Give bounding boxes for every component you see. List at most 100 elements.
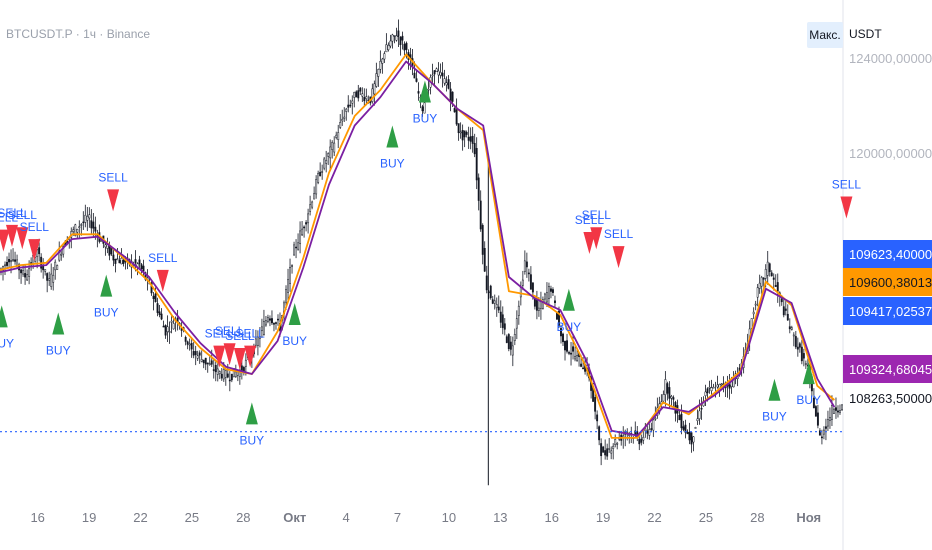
candle [60, 250, 63, 261]
candle [770, 270, 773, 277]
candle [164, 324, 167, 339]
candle [192, 342, 195, 359]
candle [835, 397, 837, 419]
x-tick-label: 19 [82, 510, 96, 525]
candle [814, 404, 817, 417]
candle [445, 76, 448, 92]
candle [260, 318, 263, 338]
candle [224, 367, 227, 386]
sell-signal: SELL [98, 170, 128, 212]
candle [170, 314, 173, 334]
candle [258, 326, 261, 348]
candle [459, 122, 462, 139]
candle [469, 127, 472, 150]
candle [816, 404, 819, 429]
candle [116, 248, 119, 261]
candle [267, 314, 269, 324]
candle [485, 265, 488, 294]
candle [399, 36, 402, 56]
candle [160, 308, 163, 321]
candle [138, 255, 141, 268]
candle [319, 162, 322, 177]
candle [788, 318, 791, 334]
candle [552, 287, 554, 296]
sell-signal: SELL [832, 177, 861, 219]
candle [479, 190, 482, 232]
candle [692, 436, 695, 452]
sell-signal: SELL [20, 220, 49, 262]
candle [511, 336, 514, 367]
buy-signal: BUY [94, 274, 119, 320]
candle [562, 332, 564, 346]
candle [158, 304, 161, 318]
candle [323, 156, 326, 171]
candle [112, 250, 115, 267]
candle [441, 62, 444, 88]
candle [640, 434, 643, 446]
price-area[interactable] [0, 0, 844, 550]
candle [329, 139, 332, 170]
candle [417, 82, 420, 101]
candle [596, 410, 599, 430]
candle [54, 259, 57, 280]
price-label: 109324,680456 [843, 355, 932, 383]
candle [483, 241, 486, 273]
candle [513, 328, 516, 346]
signal-label: SELL [215, 324, 245, 338]
candle [471, 127, 474, 153]
candle [712, 383, 715, 389]
candle [652, 418, 655, 438]
candle [297, 233, 300, 251]
candle [602, 445, 605, 453]
candle [826, 410, 829, 431]
candle [610, 446, 613, 460]
signal-label: SELL [98, 170, 128, 184]
candle [6, 256, 8, 269]
candle [262, 309, 265, 336]
candle [489, 284, 492, 300]
x-tick-label: 10 [442, 510, 456, 525]
candle [26, 269, 29, 282]
candle [156, 297, 159, 317]
signal-label: SELL [205, 327, 235, 341]
candle [275, 321, 277, 330]
signal-label: SELL [235, 327, 265, 341]
candle [84, 204, 87, 228]
candle [467, 126, 470, 149]
axes: 16 19 22 25 28 Окт 4 7 10 13 16 19 22 25 28 Ноя [30, 510, 821, 525]
candle [44, 269, 47, 276]
candle [339, 114, 342, 130]
candle [347, 95, 350, 113]
candle [824, 418, 827, 441]
candle [401, 31, 404, 50]
candle [373, 80, 376, 106]
candle [12, 248, 14, 263]
candle [331, 140, 334, 159]
candle [754, 300, 757, 311]
signal-label: BUY [557, 320, 582, 334]
candle [794, 330, 797, 350]
candle [381, 57, 384, 74]
candle [353, 91, 356, 108]
scale-mode-button[interactable]: Макс. [807, 22, 843, 48]
plot-background[interactable] [0, 0, 843, 550]
candle [271, 310, 273, 326]
candle [307, 208, 310, 234]
candle [439, 63, 442, 79]
candle [594, 389, 597, 420]
price-label: 109600,380133 [843, 268, 932, 296]
candle [505, 334, 508, 344]
symbol-title[interactable]: BTCUSDT.P · 1ч · Binance [6, 27, 151, 41]
buy-signal: BUY [557, 288, 582, 334]
candle [198, 350, 201, 364]
price-label: 108263,500000 [843, 384, 932, 412]
candle [375, 62, 378, 88]
candle [525, 252, 528, 278]
candle [220, 368, 223, 381]
currency-label[interactable]: USDT [849, 27, 882, 41]
signal-markers: SELLSELLSELLSELLBUYBUYBUYSELLSELLSELLSEL… [0, 80, 861, 447]
sell-signal: SELL [0, 211, 18, 252]
candle [365, 88, 368, 106]
candle [501, 306, 504, 335]
